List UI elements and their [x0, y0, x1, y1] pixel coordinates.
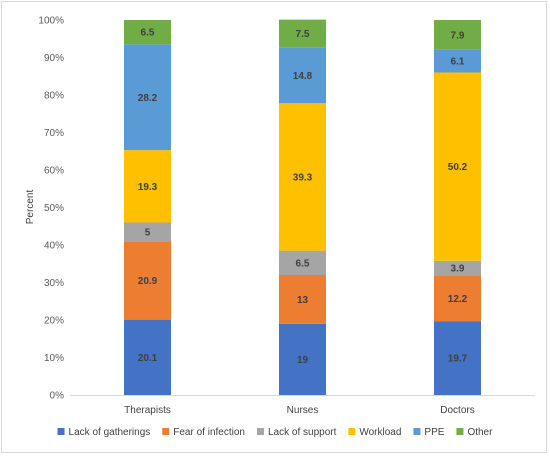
bar-segment	[434, 260, 481, 276]
bar-segment	[124, 319, 171, 395]
legend-swatch	[57, 428, 65, 435]
data-label: 5	[145, 227, 151, 238]
y-tick-label: 90%	[44, 53, 64, 64]
data-label: 19.3	[138, 182, 158, 193]
data-label: 50.2	[448, 162, 468, 173]
legend-item: Lack of gatherings	[57, 427, 151, 438]
bar-segment	[124, 20, 171, 45]
legend-item: Lack of support	[256, 427, 337, 438]
bar-segment	[434, 20, 481, 50]
y-tick-label: 70%	[44, 128, 64, 139]
data-label: 39.3	[293, 172, 313, 183]
data-label: 6.5	[296, 258, 310, 269]
data-label: 20.1	[138, 353, 158, 364]
legend-label: Lack of gatherings	[69, 427, 151, 438]
y-tick-label: 80%	[44, 91, 64, 102]
legend-label: Lack of support	[268, 427, 337, 438]
legend-label: Fear of infection	[173, 427, 245, 438]
y-tick-label: 60%	[44, 166, 64, 177]
bar-segment	[434, 275, 481, 322]
data-label: 14.8	[293, 71, 313, 82]
bar-segment	[279, 19, 326, 48]
y-axis-title: Percent	[25, 190, 36, 225]
legend-swatch	[256, 428, 264, 435]
legend-item: Other	[456, 427, 493, 438]
bars	[124, 19, 481, 395]
y-tick-label: 40%	[44, 241, 64, 252]
bar-segment	[124, 241, 171, 320]
category-label: Therapists	[124, 405, 171, 416]
bar-segment	[124, 44, 171, 151]
legend-swatch	[162, 428, 170, 435]
data-label: 19.7	[448, 354, 468, 365]
bar-segment	[279, 103, 326, 251]
y-tick-label: 50%	[44, 203, 64, 214]
y-tick-label: 20%	[44, 316, 64, 327]
legend-swatch	[413, 428, 421, 435]
data-label: 7.9	[451, 30, 465, 41]
bar-segment	[434, 72, 481, 261]
y-tick-label: 10%	[44, 353, 64, 364]
category-label: Doctors	[440, 405, 474, 416]
y-tick-label: 0%	[50, 391, 65, 402]
bar-segment	[124, 222, 171, 242]
data-label: 13	[297, 295, 309, 306]
data-label: 6.5	[141, 28, 155, 39]
legend-label: Other	[467, 427, 493, 438]
data-label: 7.5	[296, 29, 310, 40]
data-label: 6.1	[451, 57, 465, 68]
data-label: 19	[297, 355, 309, 366]
legend-item: PPE	[413, 427, 445, 438]
legend-swatch	[348, 428, 356, 435]
data-label: 28.2	[138, 93, 158, 104]
legend-item: Fear of infection	[162, 427, 245, 438]
legend-label: Workload	[359, 427, 401, 438]
bar-segment	[279, 47, 326, 104]
bar-segment	[124, 150, 171, 223]
data-label: 3.9	[451, 264, 465, 275]
legend-label: PPE	[424, 427, 444, 438]
legend-swatch	[456, 428, 464, 435]
legend-item: Workload	[348, 427, 401, 438]
y-tick-label: 100%	[38, 16, 64, 27]
bar-segment	[279, 250, 326, 275]
bar-segment	[434, 321, 481, 395]
data-label: 12.2	[448, 294, 468, 305]
bar-segment	[279, 275, 326, 324]
legend: Lack of gatherings Fear of infection Lack …	[57, 427, 493, 438]
y-tick-label: 30%	[44, 278, 64, 289]
data-label: 20.9	[138, 276, 158, 287]
data-labels: 20.1 20.9 5 19.3 28.2 6.5 19 13 6.5 39.3 14.8 7.5 19…	[138, 28, 468, 366]
bar-segment	[279, 323, 326, 395]
category-label: Nurses	[287, 405, 319, 416]
y-axis-ticks: 0% 10% 20% 30% 40% 50% 60% 70% 80% 90% 100%	[38, 16, 64, 402]
category-labels: Therapists Nurses Doctors	[124, 405, 475, 416]
bar-segment	[434, 49, 481, 73]
